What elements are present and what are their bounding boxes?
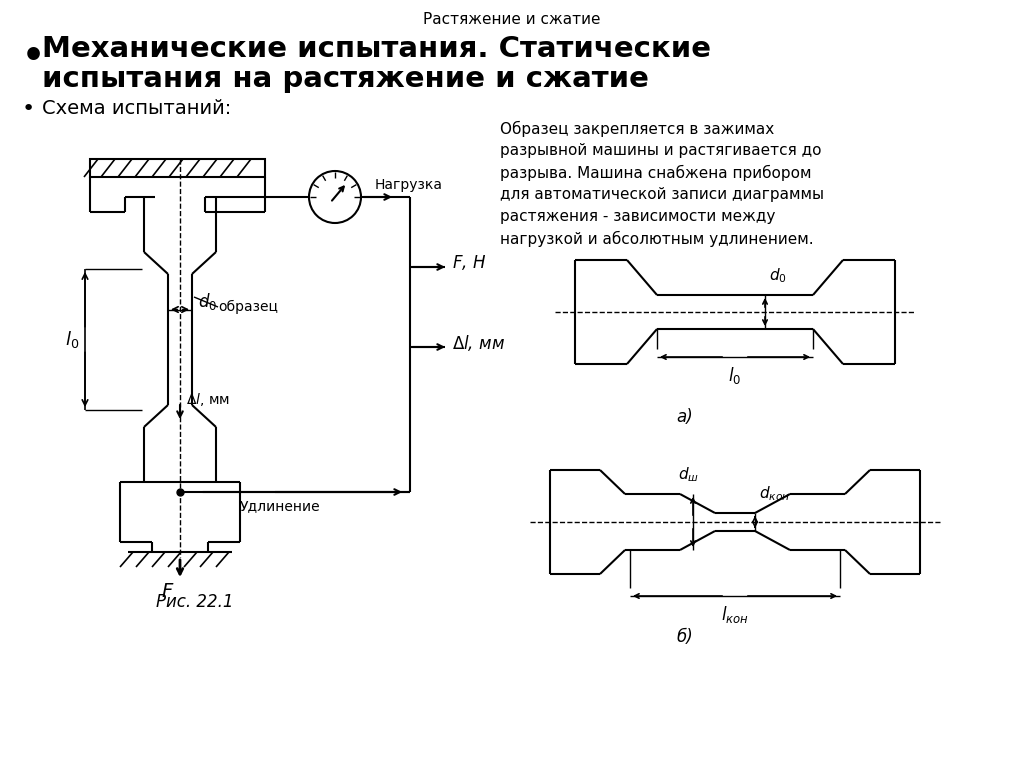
Bar [90,159,265,177]
Text: а): а) [677,408,693,426]
Text: Растяжение и сжатие: Растяжение и сжатие [423,12,601,27]
Text: Нагрузка: Нагрузка [375,178,443,192]
Text: $d_{кон}$: $d_{кон}$ [759,484,791,503]
Text: Схема испытаний:: Схема испытаний: [42,100,231,118]
Text: разрыва. Машина снабжена прибором: разрыва. Машина снабжена прибором [500,165,811,181]
Text: нагрузкой и абсолютным удлинением.: нагрузкой и абсолютным удлинением. [500,231,814,247]
Text: для автоматической записи диаграммы: для автоматической записи диаграммы [500,187,824,202]
Text: •: • [22,40,45,74]
Text: $d_0$: $d_0$ [198,291,217,312]
Text: $l_0$: $l_0$ [65,329,79,350]
Text: Рис. 22.1: Рис. 22.1 [157,593,233,611]
Text: $F$, Н: $F$, Н [452,254,486,272]
Text: Образец закрепляется в зажимах: Образец закрепляется в зажимах [500,121,774,137]
Text: •: • [22,99,35,119]
Text: $\Delta l$, мм: $\Delta l$, мм [186,391,229,409]
Text: Механические испытания. Статические: Механические испытания. Статические [42,35,711,63]
Text: испытания на растяжение и сжатие: испытания на растяжение и сжатие [42,65,649,93]
Text: $d_ш$: $d_ш$ [679,466,699,484]
Text: $\Delta l$, мм: $\Delta l$, мм [452,333,505,353]
Text: $l_0$: $l_0$ [728,365,741,386]
Text: $l_{кон}$: $l_{кон}$ [721,604,749,625]
Text: растяжения - зависимости между: растяжения - зависимости между [500,209,775,225]
Text: $F$: $F$ [161,582,174,601]
Text: б): б) [677,628,693,646]
Text: $d_0$: $d_0$ [769,266,786,285]
Text: разрывной машины и растягивается до: разрывной машины и растягивается до [500,143,821,159]
Text: образец: образец [218,300,278,314]
Text: Удлинение: Удлинение [240,499,321,513]
